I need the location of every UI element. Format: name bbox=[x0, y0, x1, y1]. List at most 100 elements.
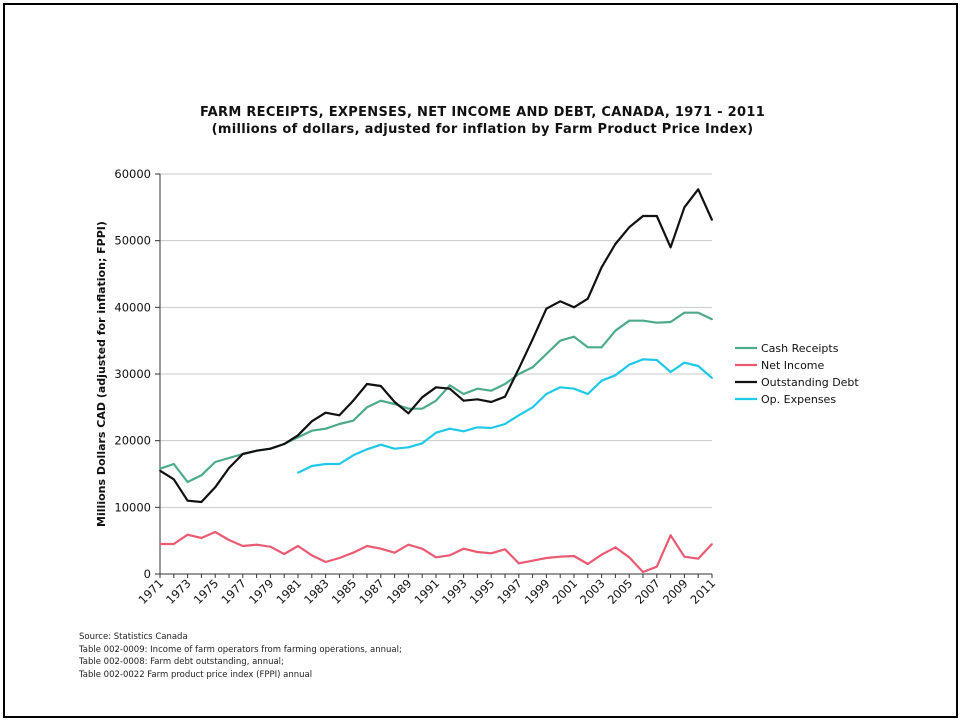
data-point-net-income-1986 bbox=[366, 545, 368, 547]
data-point-outstanding-debt-1987 bbox=[379, 385, 382, 387]
ytick-label-20000: 20000 bbox=[114, 434, 151, 448]
data-point-op-expenses-1989 bbox=[407, 446, 410, 449]
xtick-label-1997: 1997 bbox=[494, 576, 525, 607]
data-point-op-expenses-2006 bbox=[642, 358, 644, 361]
xtick-label-1977: 1977 bbox=[218, 576, 249, 607]
data-point-outstanding-debt-2004 bbox=[614, 243, 617, 245]
data-point-op-expenses-2002 bbox=[586, 393, 589, 395]
legend-label-outstanding-debt: Outstanding Debt bbox=[761, 376, 859, 389]
xtick-label-1983: 1983 bbox=[301, 576, 332, 607]
source-line-3: Table 002-0008: Farm debt outstanding, a… bbox=[79, 657, 284, 667]
ytick-label-10000: 10000 bbox=[114, 500, 151, 514]
legend-label-op-expenses: Op. Expenses bbox=[761, 393, 836, 406]
data-point-net-income-1981 bbox=[297, 545, 299, 547]
data-point-outstanding-debt-1971 bbox=[159, 469, 161, 472]
series-line-op-expenses bbox=[297, 358, 713, 474]
ytick-label-30000: 30000 bbox=[114, 367, 151, 381]
xtick-label-2007: 2007 bbox=[632, 576, 663, 607]
data-point-op-expenses-1982 bbox=[310, 465, 313, 467]
data-point-cash-receipts-1975 bbox=[214, 461, 217, 463]
data-point-cash-receipts-2011 bbox=[711, 318, 713, 321]
slide-frame bbox=[3, 3, 958, 718]
data-point-cash-receipts-2000 bbox=[559, 339, 562, 342]
xtick-label-1981: 1981 bbox=[274, 576, 305, 607]
data-point-net-income-2003 bbox=[600, 553, 603, 556]
data-point-outstanding-debt-2011 bbox=[711, 219, 713, 221]
data-point-net-income-1974 bbox=[200, 537, 203, 539]
data-point-net-income-2004 bbox=[614, 546, 617, 549]
data-point-cash-receipts-1986 bbox=[366, 406, 368, 409]
data-point-outstanding-debt-1992 bbox=[448, 387, 451, 390]
data-point-cash-receipts-1974 bbox=[200, 474, 203, 477]
data-point-outstanding-debt-1984 bbox=[338, 414, 341, 417]
data-point-net-income-1988 bbox=[393, 551, 396, 554]
data-point-outstanding-debt-2007 bbox=[655, 215, 658, 217]
data-point-outstanding-debt-1990 bbox=[421, 396, 424, 399]
data-point-outstanding-debt-1982 bbox=[310, 420, 313, 423]
data-point-outstanding-debt-2005 bbox=[628, 226, 631, 229]
data-point-outstanding-debt-1980 bbox=[283, 443, 286, 445]
legend-label-net-income: Net Income bbox=[761, 359, 825, 372]
data-point-op-expenses-1991 bbox=[435, 431, 437, 434]
data-point-op-expenses-1983 bbox=[324, 463, 327, 465]
data-point-op-expenses-2003 bbox=[600, 379, 603, 382]
data-point-cash-receipts-2009 bbox=[683, 311, 686, 314]
source-line-2: Table 002-0009: Income of farm operators… bbox=[79, 644, 402, 655]
data-point-outstanding-debt-1994 bbox=[476, 398, 479, 401]
data-point-outstanding-debt-1975 bbox=[214, 486, 217, 489]
data-point-cash-receipts-1976 bbox=[228, 457, 230, 459]
data-point-outstanding-debt-1989 bbox=[407, 412, 410, 415]
data-point-cash-receipts-1990 bbox=[421, 407, 424, 410]
data-point-net-income-1995 bbox=[490, 552, 493, 555]
data-point-cash-receipts-1998 bbox=[531, 366, 534, 369]
xtick-label-2003: 2003 bbox=[577, 576, 608, 607]
data-point-cash-receipts-1983 bbox=[324, 427, 327, 430]
xtick-label-1971: 1971 bbox=[136, 576, 167, 607]
xtick-label-2011: 2011 bbox=[688, 576, 719, 607]
data-point-outstanding-debt-2006 bbox=[642, 215, 644, 217]
data-point-op-expenses-1997 bbox=[517, 414, 520, 417]
data-point-net-income-2001 bbox=[573, 555, 575, 557]
data-point-op-expenses-2007 bbox=[655, 359, 658, 361]
data-point-net-income-1977 bbox=[241, 545, 244, 547]
data-point-cash-receipts-1997 bbox=[517, 373, 520, 375]
data-point-net-income-1987 bbox=[379, 547, 382, 550]
series-line-outstanding-debt bbox=[159, 188, 714, 504]
series-line-cash-receipts bbox=[159, 311, 713, 484]
data-point-op-expenses-2004 bbox=[614, 374, 617, 377]
data-point-cash-receipts-1992 bbox=[448, 384, 451, 387]
data-point-net-income-1983 bbox=[324, 561, 327, 563]
data-point-outstanding-debt-1999 bbox=[545, 307, 548, 310]
data-point-net-income-1982 bbox=[310, 554, 313, 557]
data-point-outstanding-debt-1986 bbox=[366, 383, 368, 385]
xtick-label-2009: 2009 bbox=[660, 576, 691, 607]
data-point-net-income-1999 bbox=[545, 557, 548, 559]
data-point-outstanding-debt-1996 bbox=[504, 395, 506, 398]
chart-subtitle: (millions of dollars, adjusted for infla… bbox=[211, 122, 754, 137]
data-point-outstanding-debt-1983 bbox=[324, 411, 327, 414]
data-point-outstanding-debt-2003 bbox=[600, 266, 603, 269]
data-point-cash-receipts-1991 bbox=[435, 399, 437, 402]
ytick-label-0: 0 bbox=[144, 567, 151, 581]
data-point-net-income-2011 bbox=[711, 543, 713, 545]
data-point-cash-receipts-1993 bbox=[462, 393, 465, 395]
data-point-outstanding-debt-2002 bbox=[586, 297, 589, 300]
data-point-op-expenses-1995 bbox=[490, 427, 493, 429]
data-point-outstanding-debt-1973 bbox=[186, 499, 189, 502]
source-line-4: Table 002-0022 Farm product price index … bbox=[79, 669, 313, 680]
data-point-net-income-1978 bbox=[255, 543, 258, 546]
data-point-cash-receipts-2005 bbox=[628, 319, 631, 322]
data-point-op-expenses-1999 bbox=[545, 393, 548, 395]
data-point-net-income-2006 bbox=[642, 571, 644, 573]
data-point-net-income-1996 bbox=[504, 548, 506, 551]
data-point-net-income-2010 bbox=[697, 557, 700, 560]
source-notes: Source: Statistics Canada Table 002-0009… bbox=[79, 631, 402, 681]
ytick-label-50000: 50000 bbox=[114, 234, 151, 248]
data-point-op-expenses-2008 bbox=[669, 371, 672, 373]
y-axis-label: Millions Dollars CAD (adjusted for infla… bbox=[95, 221, 108, 527]
data-point-op-expenses-1986 bbox=[366, 448, 368, 451]
data-point-op-expenses-2009 bbox=[683, 361, 686, 364]
chart-title: FARM RECEIPTS, EXPENSES, NET INCOME AND … bbox=[199, 105, 766, 120]
data-point-outstanding-debt-1988 bbox=[393, 401, 396, 403]
